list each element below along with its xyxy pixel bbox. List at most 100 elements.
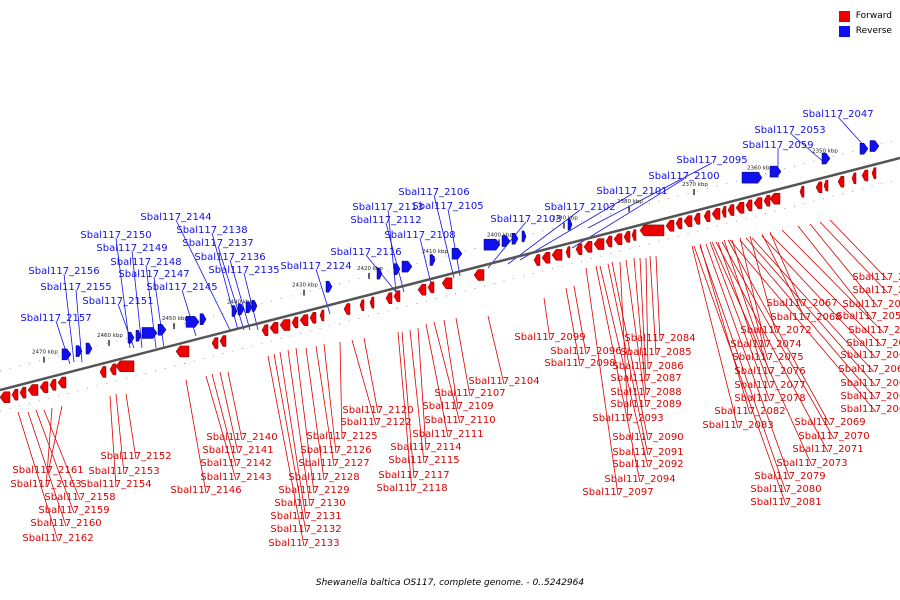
gene-label[interactable]: Sbal117_2122 bbox=[340, 417, 411, 428]
gene-label[interactable]: Sbal117_2058 bbox=[836, 311, 900, 322]
gene-label[interactable]: Sbal117_2062 bbox=[840, 350, 900, 361]
gene-label[interactable]: Sbal117_2053 bbox=[754, 125, 825, 136]
gene-label[interactable]: Sbal117_2117 bbox=[378, 470, 449, 481]
gene-label[interactable]: Sbal117_2128 bbox=[288, 472, 359, 483]
gene-label[interactable]: Sbal117_2101 bbox=[596, 186, 667, 197]
gene-label[interactable]: Sbal117_2137 bbox=[182, 238, 253, 249]
gene-label[interactable]: Sbal117_2057 bbox=[842, 299, 900, 310]
gene-label[interactable]: Sbal117_2132 bbox=[270, 524, 341, 535]
gene-label[interactable]: Sbal117_2124 bbox=[280, 261, 351, 272]
gene-label[interactable]: Sbal117_2127 bbox=[298, 458, 369, 469]
gene-label[interactable]: Sbal117_2096 bbox=[550, 346, 621, 357]
gene-label[interactable]: Sbal117_2047 bbox=[802, 109, 873, 120]
gene-label[interactable]: Sbal117_2110 bbox=[424, 415, 495, 426]
gene-label[interactable]: Sbal117_2061 bbox=[846, 338, 900, 349]
gene-label[interactable]: Sbal117_2066 bbox=[840, 404, 900, 415]
gene-label[interactable]: Sbal117_2086 bbox=[612, 361, 683, 372]
gene-label[interactable]: Sbal117_2120 bbox=[342, 405, 413, 416]
gene-label[interactable]: Sbal117_2103 bbox=[490, 214, 561, 225]
gene-label[interactable]: Sbal117_2097 bbox=[582, 487, 653, 498]
gene-label[interactable]: Sbal117_2060 bbox=[848, 325, 900, 336]
gene-label[interactable]: Sbal117_2116 bbox=[330, 247, 401, 258]
gene-label[interactable]: Sbal117_2067 bbox=[766, 298, 837, 309]
gene-label[interactable]: Sbal117_2090 bbox=[612, 432, 683, 443]
gene-label[interactable]: Sbal117_2108 bbox=[384, 230, 455, 241]
gene-label[interactable]: Sbal117_2141 bbox=[202, 445, 273, 456]
gene-label[interactable]: Sbal117_2148 bbox=[110, 257, 181, 268]
gene-label[interactable]: Sbal117_2114 bbox=[390, 442, 461, 453]
gene-label[interactable]: Sbal117_2135 bbox=[208, 265, 279, 276]
gene-label[interactable]: Sbal117_2145 bbox=[146, 282, 217, 293]
gene-label[interactable]: Sbal117_2138 bbox=[176, 225, 247, 236]
gene-label[interactable]: Sbal117_2068 bbox=[770, 312, 841, 323]
gene-label[interactable]: Sbal117_2140 bbox=[206, 432, 277, 443]
gene-label[interactable]: Sbal117_2143 bbox=[200, 472, 271, 483]
gene-label[interactable]: Sbal117_2073 bbox=[776, 458, 847, 469]
gene-label[interactable]: Sbal117_2091 bbox=[612, 447, 683, 458]
gene-label[interactable]: Sbal117_2159 bbox=[38, 505, 109, 516]
gene-label[interactable]: Sbal117_2083 bbox=[702, 420, 773, 431]
gene-label[interactable]: Sbal117_2136 bbox=[194, 252, 265, 263]
gene-label[interactable]: Sbal117_2157 bbox=[20, 313, 91, 324]
gene-label[interactable]: Sbal117_2158 bbox=[44, 492, 115, 503]
gene-label[interactable]: Sbal117_2071 bbox=[792, 444, 863, 455]
gene-label[interactable]: Sbal117_2126 bbox=[300, 445, 371, 456]
gene-label[interactable]: Sbal117_2118 bbox=[376, 483, 447, 494]
gene-label[interactable]: Sbal117_2094 bbox=[604, 474, 675, 485]
gene-label[interactable]: Sbal117_2106 bbox=[398, 187, 469, 198]
gene-label[interactable]: Sbal117_2161 bbox=[12, 465, 83, 476]
gene-label[interactable]: Sbal117_2102 bbox=[544, 202, 615, 213]
gene-label[interactable]: Sbal117_2069 bbox=[794, 417, 865, 428]
gene-label[interactable]: Sbal117_2144 bbox=[140, 212, 211, 223]
gene-label[interactable]: Sbal117_2115 bbox=[388, 455, 459, 466]
gene-label[interactable]: Sbal117_2074 bbox=[730, 339, 801, 350]
gene-label[interactable]: Sbal117_2098 bbox=[544, 358, 615, 369]
gene-label[interactable]: Sbal117_2163 bbox=[10, 479, 81, 490]
gene-label[interactable]: Sbal117_2077 bbox=[734, 380, 805, 391]
gene-label[interactable]: Sbal117_2150 bbox=[80, 230, 151, 241]
gene-label[interactable]: Sbal117_2078 bbox=[734, 393, 805, 404]
gene-label[interactable]: Sbal117_2105 bbox=[412, 201, 483, 212]
gene-label[interactable]: Sbal117_2146 bbox=[170, 485, 241, 496]
gene-label[interactable]: Sbal117_2076 bbox=[734, 366, 805, 377]
gene-label[interactable]: Sbal117_2129 bbox=[278, 485, 349, 496]
gene-label[interactable]: Sbal117_2085 bbox=[620, 347, 691, 358]
gene-label[interactable]: Sbal117_2147 bbox=[118, 269, 189, 280]
gene-label[interactable]: Sbal117_2151 bbox=[82, 296, 153, 307]
gene-label[interactable]: Sbal117_2142 bbox=[200, 458, 271, 469]
gene-label[interactable]: Sbal117_2082 bbox=[714, 406, 785, 417]
gene-label[interactable]: Sbal117_2133 bbox=[268, 538, 339, 549]
gene-label[interactable]: Sbal117_2113 bbox=[352, 202, 423, 213]
gene-label[interactable]: Sbal117_2149 bbox=[96, 243, 167, 254]
gene-label[interactable]: Sbal117_2131 bbox=[270, 511, 341, 522]
gene-label[interactable]: Sbal117_2111 bbox=[412, 429, 483, 440]
gene-label[interactable]: Sbal117_2064 bbox=[840, 378, 900, 389]
gene-label[interactable]: Sbal117_2093 bbox=[592, 413, 663, 424]
gene-label[interactable]: Sbal117_2154 bbox=[80, 479, 151, 490]
gene-label[interactable]: Sbal117_2162 bbox=[22, 533, 93, 544]
gene-label[interactable]: Sbal117_2156 bbox=[28, 266, 99, 277]
gene-label[interactable]: Sbal117_2065 bbox=[840, 391, 900, 402]
gene-label[interactable]: Sbal117_2100 bbox=[648, 171, 719, 182]
gene-label[interactable]: Sbal117_2084 bbox=[624, 333, 695, 344]
gene-label[interactable]: Sbal117_2104 bbox=[468, 376, 539, 387]
gene-label[interactable]: Sbal117_2063 bbox=[838, 364, 900, 375]
gene-label[interactable]: Sbal117_2152 bbox=[100, 451, 171, 462]
gene-label[interactable]: Sbal117_2070 bbox=[798, 431, 869, 442]
gene-label[interactable]: Sbal117_2155 bbox=[40, 282, 111, 293]
gene-label[interactable]: Sbal117_2092 bbox=[612, 459, 683, 470]
gene-label[interactable]: Sbal117_2095 bbox=[676, 155, 747, 166]
gene-label[interactable]: Sbal117_2112 bbox=[350, 215, 421, 226]
gene-label[interactable]: Sbal117_2081 bbox=[750, 497, 821, 508]
gene-label[interactable]: Sbal117_2099 bbox=[514, 332, 585, 343]
gene-label[interactable]: Sbal117_2130 bbox=[274, 498, 345, 509]
gene-label[interactable]: Sbal117_2107 bbox=[434, 388, 505, 399]
gene-label[interactable]: Sbal117_2072 bbox=[740, 325, 811, 336]
gene-label[interactable]: Sbal117_2125 bbox=[306, 431, 377, 442]
gene-label[interactable]: Sbal117_2055 bbox=[852, 285, 900, 296]
gene-label[interactable]: Sbal117_2153 bbox=[88, 466, 159, 477]
gene-label[interactable]: Sbal117_2089 bbox=[610, 399, 681, 410]
gene-label[interactable]: Sbal117_2075 bbox=[732, 352, 803, 363]
gene-label[interactable]: Sbal117_2160 bbox=[30, 518, 101, 529]
gene-label[interactable]: Sbal117_2059 bbox=[742, 140, 813, 151]
